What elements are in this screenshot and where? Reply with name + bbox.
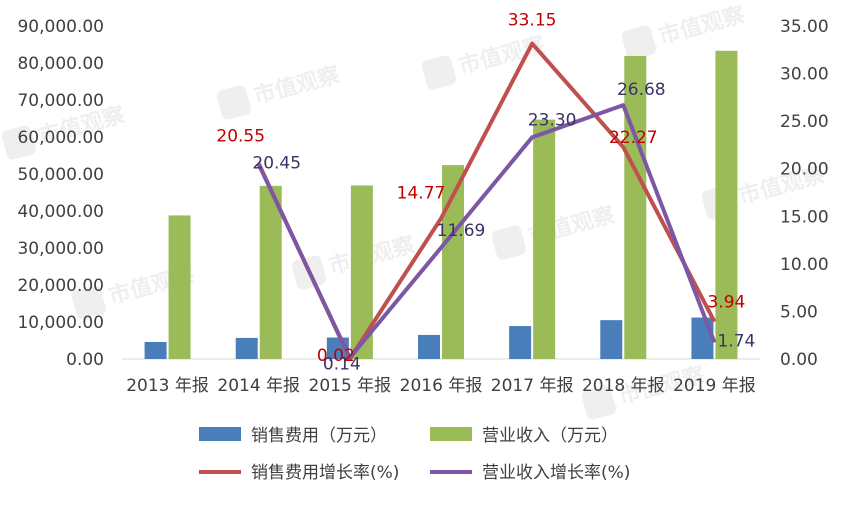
y-left-tick-label: 10,000.00 — [17, 313, 104, 333]
data-label-revenue-growth: 1.74 — [717, 331, 755, 351]
data-label-revenue-growth: 23.30 — [528, 110, 577, 130]
data-label-sales-expense-growth: 20.55 — [216, 126, 265, 146]
watermark: 市值观察 — [216, 62, 344, 120]
x-tick-label: 2017 年报 — [491, 376, 574, 396]
bar-sales-expense — [509, 326, 532, 359]
data-label-sales-expense-growth: 0.02 — [317, 346, 355, 366]
bar-revenue — [624, 55, 647, 359]
y-left-tick-label: 0.00 — [66, 350, 104, 370]
y-left-tick-label: 40,000.00 — [17, 202, 104, 222]
watermark-logo-icon — [491, 225, 526, 260]
bar-revenue — [350, 185, 373, 359]
y-right-tick-label: 30.00 — [780, 65, 829, 85]
watermark-logo-icon — [421, 55, 456, 90]
watermark-logo-icon — [71, 285, 106, 320]
x-tick-label: 2014 年报 — [217, 376, 300, 396]
legend-label-sales-expense: 销售费用（万元） — [251, 426, 387, 446]
y-right-tick-label: 5.00 — [780, 302, 818, 322]
legend-label-revenue: 营业收入（万元） — [482, 426, 618, 446]
y-left-tick-label: 70,000.00 — [17, 91, 104, 111]
x-tick-label: 2015 年报 — [309, 376, 392, 396]
x-tick-label: 2018 年报 — [582, 376, 665, 396]
watermark-logo-icon — [621, 25, 656, 60]
y-right-tick-label: 10.00 — [780, 255, 829, 275]
bar-sales-expense — [418, 334, 440, 359]
bar-sales-expense — [600, 320, 623, 359]
line-revenue-growth — [256, 103, 717, 360]
data-label-revenue-growth: 11.69 — [437, 221, 486, 241]
watermark: 市值观察 — [421, 32, 549, 90]
bar-sales-expense — [691, 317, 714, 359]
data-label-sales-expense-growth: 3.94 — [707, 293, 745, 313]
y-left-tick-label: 60,000.00 — [17, 128, 104, 148]
data-label-sales-expense-growth: 14.77 — [397, 183, 446, 203]
watermark-logo-icon — [1, 125, 36, 160]
x-tick-label: 2019 年报 — [673, 376, 756, 396]
bar-revenue — [533, 119, 556, 359]
legend-swatch-revenue — [430, 427, 472, 441]
bar-revenue — [168, 215, 191, 359]
x-tick-label: 2016 年报 — [400, 376, 483, 396]
watermark-text: 市值观察 — [251, 62, 344, 110]
y-right-tick-label: 15.00 — [780, 207, 829, 227]
legend-label-revenue-growth: 营业收入增长率(%) — [482, 463, 630, 483]
legend-label-sales-expense-growth: 销售费用增长率(%) — [251, 463, 399, 483]
data-label-sales-expense-growth: 22.27 — [609, 128, 658, 148]
y-left-tick-label: 90,000.00 — [17, 17, 104, 37]
data-label-revenue-growth: 26.68 — [617, 80, 666, 100]
y-right-tick-label: 35.00 — [780, 17, 829, 37]
legend-swatch-sales-expense — [199, 427, 241, 441]
x-tick-label: 2013 年报 — [126, 376, 209, 396]
y-left-tick-label: 80,000.00 — [17, 54, 104, 74]
data-label-revenue-growth: 0.14 — [323, 355, 361, 375]
watermark-text: 市值观察 — [456, 32, 549, 80]
y-left-tick-label: 20,000.00 — [17, 276, 104, 296]
watermark-logo-icon — [216, 85, 251, 120]
y-right-tick-label: 20.00 — [780, 160, 829, 180]
bar-revenue — [715, 50, 738, 359]
y-left-tick-label: 30,000.00 — [17, 239, 104, 259]
y-left-tick-label: 50,000.00 — [17, 165, 104, 185]
y-right-tick-label: 0.00 — [780, 350, 818, 370]
bar-revenue — [442, 165, 464, 359]
y-right-tick-label: 25.00 — [780, 112, 829, 132]
data-label-sales-expense-growth: 33.15 — [508, 11, 557, 31]
bar-sales-expense — [144, 341, 167, 359]
data-label-revenue-growth: 20.45 — [252, 153, 301, 173]
watermark-text: 市值观察 — [656, 2, 749, 50]
watermark-logo-icon — [581, 385, 616, 420]
bar-revenue — [259, 185, 282, 359]
bar-sales-expense — [235, 337, 258, 359]
